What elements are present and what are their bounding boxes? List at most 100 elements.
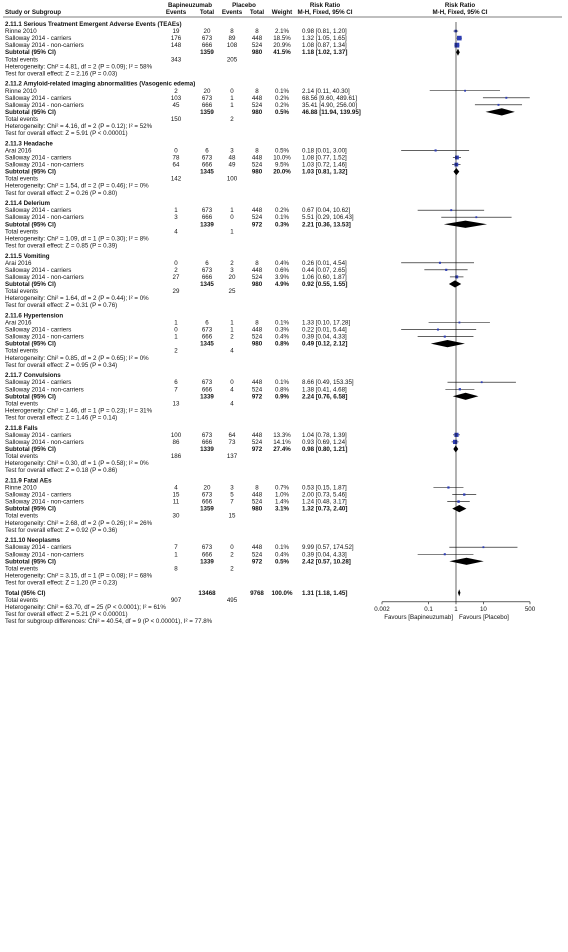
subgroup-title: 2.11.9 Fatal AEs bbox=[5, 477, 52, 484]
subtotal-weight: 3.1% bbox=[275, 506, 290, 513]
subtotal-rr: 1.18 [1.02, 1.37] bbox=[302, 49, 347, 56]
subtotal-rr: 2.24 [0.76, 6.58] bbox=[302, 393, 347, 400]
overall-effect-text: Test for overall effect: Z = 0.85 (P = 0… bbox=[5, 242, 117, 249]
study-rr: 0.53 [0.15, 1.87] bbox=[302, 485, 347, 492]
subtotal-label: Subtotal (95% CI) bbox=[5, 109, 56, 116]
total-events-exp: 907 bbox=[171, 597, 182, 604]
study-square bbox=[434, 149, 437, 152]
favours-left-label: Favours [Bapineuzumab] bbox=[384, 614, 453, 621]
subtotal-ctl-total: 980 bbox=[252, 341, 263, 348]
study-name: Arai 2016 bbox=[5, 260, 32, 267]
study-rr: 2.14 [0.11, 40.30] bbox=[302, 88, 350, 95]
header: Bapineuzumab Placebo Risk Ratio Risk Rat… bbox=[3, 2, 562, 18]
header-exp-group: Bapineuzumab bbox=[168, 2, 212, 9]
subtotal-rr: 46.88 [11.94, 139.95] bbox=[302, 109, 361, 116]
ctl-events: 3 bbox=[230, 147, 234, 154]
study-name: Salloway 2014 - carriers bbox=[5, 544, 71, 551]
study-rr: 1.24 [0.48, 3.17] bbox=[302, 499, 347, 506]
ctl-total: 448 bbox=[252, 95, 263, 102]
ctl-events: 2 bbox=[230, 551, 234, 558]
study-rr: 0.98 [0.81, 1.20] bbox=[302, 28, 347, 35]
subgroup-title: 2.11.10 Neoplasms bbox=[5, 537, 61, 544]
ctl-total: 524 bbox=[252, 102, 263, 109]
ctl-total: 448 bbox=[252, 379, 263, 386]
study-square bbox=[454, 432, 459, 437]
subtotal-weight: 0.5% bbox=[275, 109, 290, 116]
subtotal-label: Subtotal (95% CI) bbox=[5, 49, 56, 56]
exp-events: 11 bbox=[173, 499, 180, 506]
study-rr: 1.03 [0.72, 1.46] bbox=[302, 162, 347, 169]
exp-total: 673 bbox=[202, 267, 213, 274]
subgroup-title: 2.11.2 Amyloid-related imaging abnormali… bbox=[5, 81, 195, 88]
total-events-label: Total events bbox=[5, 288, 38, 295]
total-events-ctl: 100 bbox=[227, 176, 238, 183]
subtotal-rr: 1.32 [0.73, 2.40] bbox=[302, 506, 347, 513]
study-name: Salloway 2014 - non-carriers bbox=[5, 214, 84, 221]
ctl-total: 448 bbox=[252, 432, 263, 439]
subtotal-exp-total: 1359 bbox=[200, 506, 214, 513]
ctl-events: 20 bbox=[229, 274, 236, 281]
study-rr: 0.44 [0.07, 2.65] bbox=[302, 267, 347, 274]
ctl-events: 1 bbox=[230, 102, 234, 109]
study-weight: 0.1% bbox=[275, 320, 290, 327]
subtotal-exp-total: 1345 bbox=[200, 281, 214, 288]
study-weight: 0.2% bbox=[275, 102, 290, 109]
study-weight: 13.3% bbox=[273, 432, 291, 439]
exp-total: 673 bbox=[202, 492, 213, 499]
header-ctl-group: Placebo bbox=[232, 2, 256, 9]
exp-events: 86 bbox=[173, 439, 180, 446]
study-square bbox=[464, 89, 466, 92]
ctl-events: 49 bbox=[229, 162, 236, 169]
exp-total: 20 bbox=[204, 88, 211, 95]
study-rr: 0.18 [0.01, 3.00] bbox=[302, 147, 347, 154]
exp-events: 148 bbox=[171, 42, 182, 49]
subgroup-title: 2.11.7 Convulsions bbox=[5, 372, 61, 379]
ctl-events: 3 bbox=[230, 267, 234, 274]
overall-effect-text: Test for overall effect: Z = 2.16 (P = 0… bbox=[5, 70, 117, 77]
x-tick-label: 0.002 bbox=[374, 606, 390, 613]
total-label: Total (95% CI) bbox=[5, 590, 45, 597]
study-weight: 0.8% bbox=[275, 386, 290, 393]
exp-total: 666 bbox=[202, 334, 213, 341]
study-name: Salloway 2014 - non-carriers bbox=[5, 274, 84, 281]
ctl-total: 524 bbox=[252, 274, 263, 281]
total-diamond bbox=[457, 589, 461, 597]
total-events-ctl: 205 bbox=[227, 56, 238, 63]
heterogeneity-text: Heterogeneity: Chi² = 3.15, df = 1 (P = … bbox=[5, 572, 153, 579]
study-rr: 35.41 [4.90, 256.00] bbox=[302, 102, 357, 109]
ctl-total: 448 bbox=[252, 327, 263, 334]
study-rr: 0.67 [0.04, 10.62] bbox=[302, 207, 350, 214]
header-rr-text-title: Risk Ratio bbox=[310, 2, 340, 9]
subtotal-diamond bbox=[456, 48, 460, 56]
study-name: Rinne 2010 bbox=[5, 28, 37, 35]
exp-events: 64 bbox=[173, 162, 180, 169]
study-rr: 1.04 [0.78, 1.39] bbox=[302, 432, 347, 439]
subgroup-title: 2.11.8 Falls bbox=[5, 425, 38, 432]
total-overall-effect: Test for overall effect: Z = 5.21 (P < 0… bbox=[5, 611, 128, 618]
study-square bbox=[447, 486, 450, 489]
study-name: Salloway 2014 - carriers bbox=[5, 95, 71, 102]
study-rr: 9.99 [0.57, 174.52] bbox=[302, 544, 354, 551]
overall-effect-text: Test for overall effect: Z = 1.46 (P = 0… bbox=[5, 414, 117, 421]
study-weight: 0.1% bbox=[275, 379, 290, 386]
exp-events: 19 bbox=[173, 28, 180, 35]
subtotal-diamond bbox=[452, 392, 479, 400]
exp-total: 673 bbox=[202, 35, 213, 42]
exp-total: 666 bbox=[202, 274, 213, 281]
overall-effect-text: Test for overall effect: Z = 1.20 (P = 0… bbox=[5, 579, 117, 586]
study-name: Salloway 2014 - carriers bbox=[5, 492, 71, 499]
header-ctl-total: Total bbox=[250, 9, 265, 16]
subtotal-label: Subtotal (95% CI) bbox=[5, 558, 56, 565]
study-weight: 0.1% bbox=[275, 544, 290, 551]
subtotal-weight: 0.5% bbox=[275, 558, 290, 565]
subtotal-weight: 0.8% bbox=[275, 341, 290, 348]
ctl-events: 3 bbox=[230, 485, 234, 492]
subtotal-diamond bbox=[485, 108, 515, 116]
x-tick-label: 1 bbox=[454, 606, 458, 613]
subtotal-rr: 2.21 [0.36, 13.53] bbox=[302, 221, 351, 228]
subgroup-title: 2.11.1 Serious Treatment Emergent Advers… bbox=[5, 21, 182, 28]
total-events-label: Total events bbox=[5, 453, 38, 460]
study-square bbox=[482, 546, 485, 549]
exp-events: 1 bbox=[174, 320, 178, 327]
study-weight: 0.6% bbox=[275, 267, 290, 274]
